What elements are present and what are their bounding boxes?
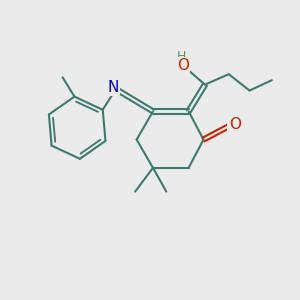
Text: N: N (108, 80, 119, 95)
Text: O: O (177, 58, 189, 73)
Text: O: O (229, 117, 241, 132)
Text: H: H (176, 50, 186, 64)
